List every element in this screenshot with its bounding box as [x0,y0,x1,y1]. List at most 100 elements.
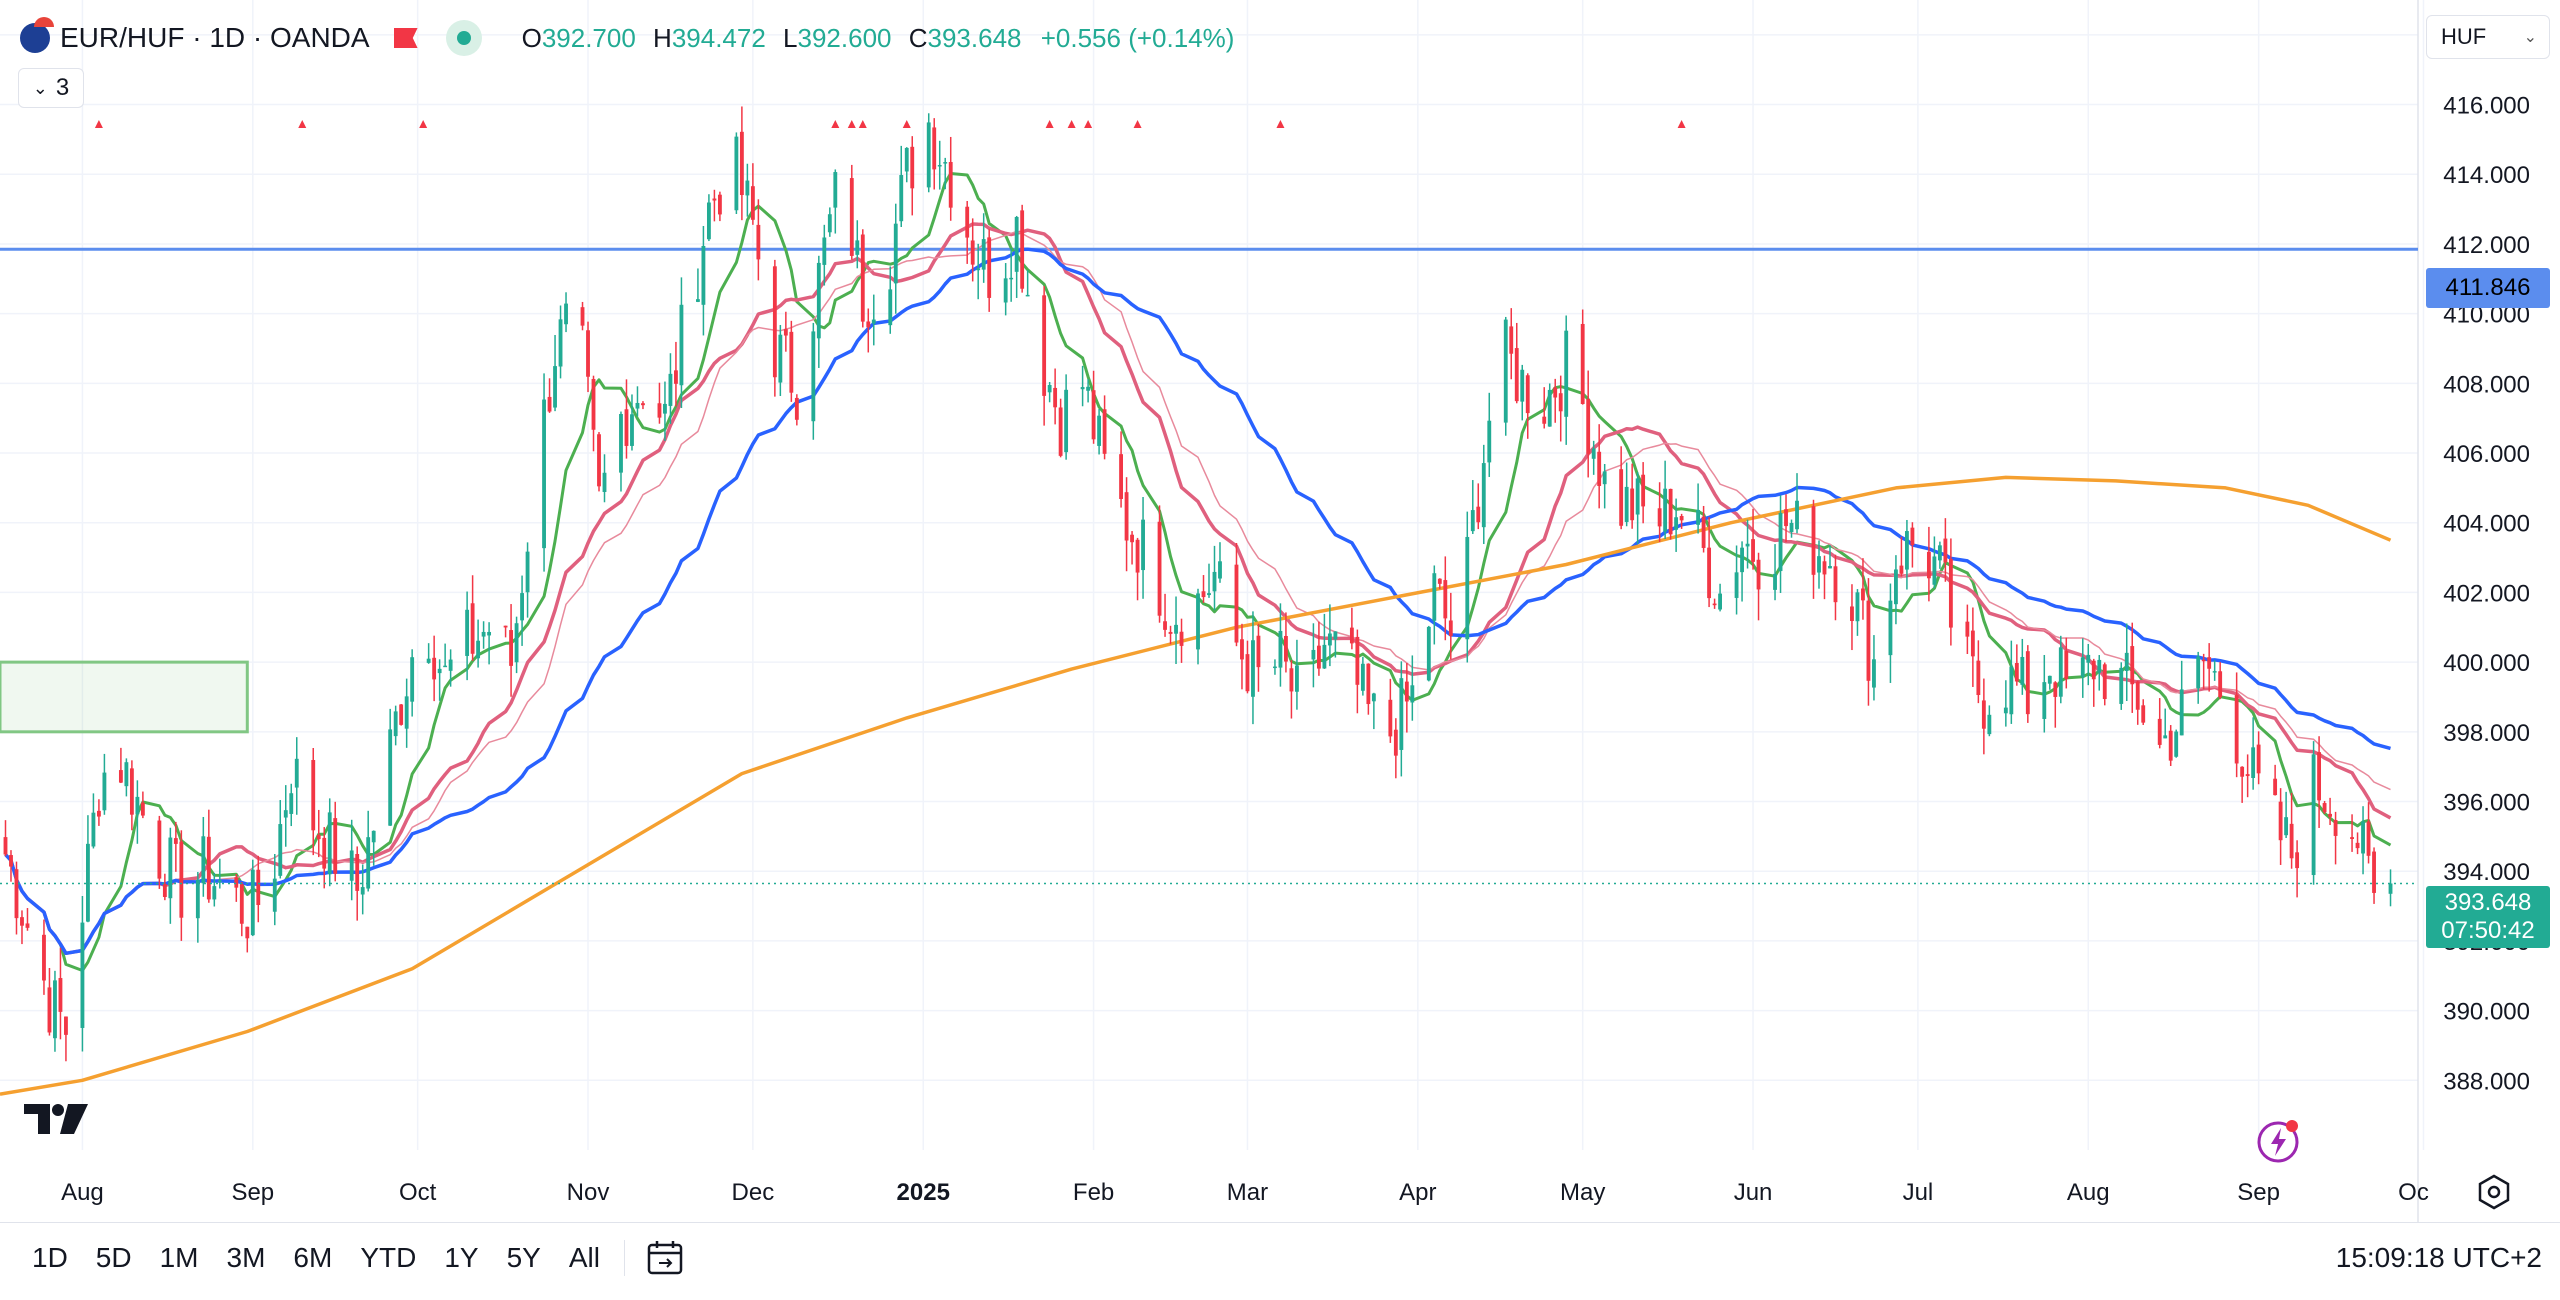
y-tick-label: 398.000 [2443,720,2530,747]
candle-body [1910,527,1915,546]
candle-body [80,922,85,1028]
candle-body [1904,531,1909,570]
range-6m-button[interactable]: 6M [293,1241,333,1273]
candle-body [2311,754,2316,876]
candle-body [1448,620,1453,636]
y-tick-label: 400.000 [2443,650,2530,677]
clock[interactable]: 15:09:18 UTC+2 [2335,1241,2542,1273]
candle-body [349,850,354,881]
candle-body [981,239,986,270]
candle-body [168,837,173,899]
candle-body [25,923,30,928]
candle-body [157,820,162,879]
range-1m-button[interactable]: 1M [159,1241,199,1273]
candle-body [1311,649,1316,660]
candle-body [1850,606,1854,622]
range-1d-button[interactable]: 1D [32,1241,68,1273]
x-tick-label: Sep [2237,1179,2280,1206]
last-price-tag: 393.648 07:50:42 [2426,886,2550,948]
candle-body [2091,660,2096,680]
settings-icon[interactable] [2474,1172,2514,1212]
symbol-title[interactable]: EUR/HUF · 1D · OANDA [60,22,370,53]
bolt-icon[interactable] [2256,1116,2304,1164]
candle-body [794,397,799,420]
candle-body [2130,646,2135,685]
candle-body [1811,506,1816,575]
low-key: L [783,22,798,53]
event-marker [1677,120,1686,128]
range-5d-button[interactable]: 5D [95,1241,132,1273]
candle-body [14,869,19,919]
candle-body [1174,624,1178,634]
candle-body [1696,509,1701,525]
x-tick-label: Dec [732,1179,775,1206]
candle-body [481,631,486,637]
candle-body [1630,488,1635,521]
candle-body [234,877,239,888]
x-axis[interactable]: Aug Sep Oct Nov Dec 2025 Feb Mar Apr May Jun Jul Aug… [61,1179,2429,1206]
toolbar-divider [623,1239,625,1276]
range-5y-button[interactable]: 5Y [506,1241,541,1273]
candle-body [734,136,739,211]
candle-body [2196,656,2201,689]
candle-body [2102,664,2107,700]
price-chart[interactable]: 388.000390.000392.000394.000396.000398.0… [0,0,2560,1222]
flag-icon[interactable] [393,28,418,48]
event-marker [1067,120,1076,128]
candle-body [1256,635,1261,668]
candle-body [943,162,948,164]
tradingview-logo[interactable] [24,1104,88,1134]
indicators-toggle-button[interactable]: ⌄ 3 [18,68,84,108]
candle-body [1360,663,1365,691]
candle-body [811,331,816,422]
candle-body [1822,561,1827,575]
candle-body [1410,685,1415,703]
candle-body [1558,393,1563,412]
candle-body [426,658,431,663]
ohlc-values: O392.700 H394.472 L392.600 C393.648 +0.5… [512,23,1235,54]
candle-body [893,223,898,284]
calendar-icon[interactable] [645,1238,685,1278]
candle-body [217,880,222,883]
candle-body [1778,512,1783,572]
candle-body [987,237,992,298]
x-tick-label: Jul [1903,1179,1934,1206]
candle-body [2009,666,2014,715]
x-tick-label: Nov [567,1179,610,1206]
candle-body [2295,852,2300,869]
change-value: +0.556 (+0.14%) [1040,22,1235,53]
candle-body [2020,656,2025,685]
candle-body [2135,681,2140,710]
candle-body [2388,883,2393,894]
high-key: H [653,22,672,53]
y-axis[interactable]: 388.000390.000392.000394.000396.000398.0… [2443,23,2530,1095]
candle-body [602,472,607,492]
candle-body [1278,630,1283,668]
candle-body [64,1016,68,1035]
candle-body [135,796,140,815]
range-all-button[interactable]: All [568,1241,600,1273]
event-marker [1276,120,1285,128]
range-ytd-button[interactable]: YTD [360,1241,417,1273]
candle-body [772,266,777,378]
candle-body [316,834,321,840]
candle-body [86,843,90,922]
candle-body [1926,551,1931,579]
candle-body [503,625,508,628]
candle-body [1179,631,1184,646]
candle-body [2328,813,2332,817]
candle-body [47,987,52,1033]
candle-body [1102,409,1107,454]
candle-body [201,836,206,884]
currency-select[interactable]: HUF ⌄ [2426,15,2550,59]
y-tick-label: 394.000 [2443,859,2530,886]
range-1y-button[interactable]: 1Y [444,1241,479,1273]
range-3m-button[interactable]: 3M [226,1241,266,1273]
x-tick-label: Oct [399,1179,437,1206]
candle-body [2207,657,2212,669]
y-tick-label: 388.000 [2443,1068,2530,1095]
candle-body [179,841,184,918]
event-marker [1045,120,1054,128]
grid-lines [0,0,2425,1222]
candle-body [635,402,640,409]
